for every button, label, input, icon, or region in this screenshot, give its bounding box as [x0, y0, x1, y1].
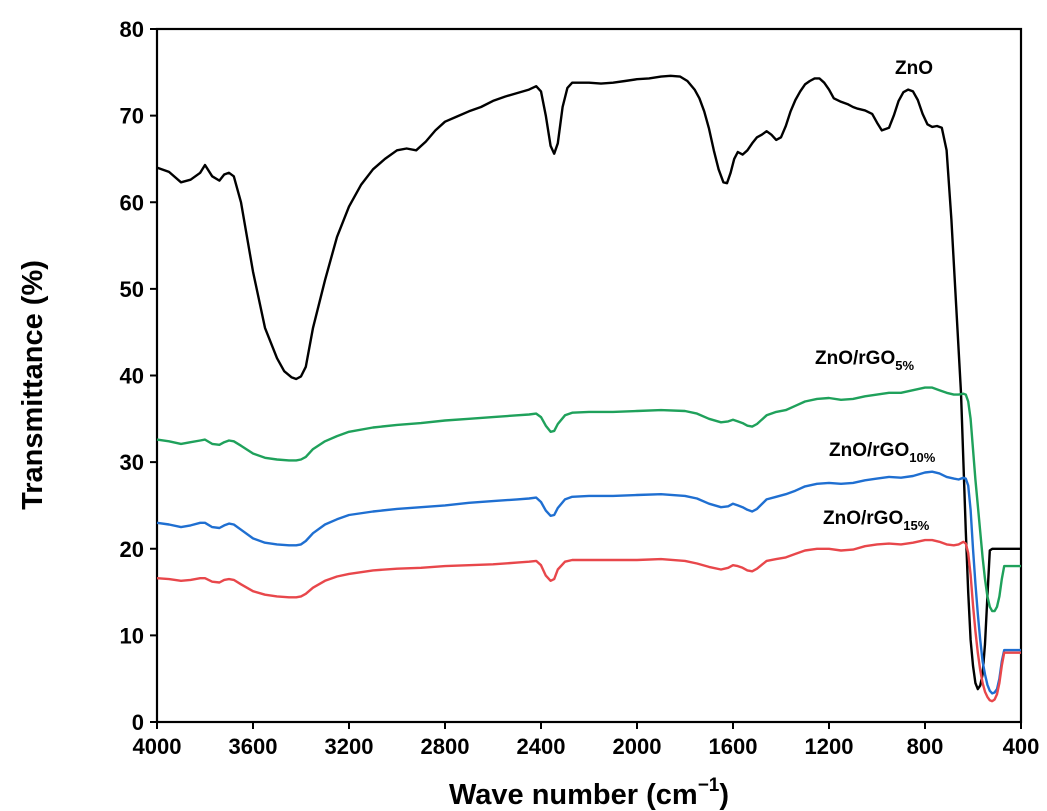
series-label-zno-rgo-5: ZnO/rGO5%: [815, 348, 914, 373]
series-labels: ZnO ZnO/rGO5% ZnO/rGO10% ZnO/rGO15%: [815, 58, 936, 533]
plot-frame: [155, 27, 1023, 724]
x-tick-label: 2400: [517, 734, 566, 759]
y-tick-label: 60: [120, 190, 144, 215]
y-tick-label: 50: [120, 277, 144, 302]
x-tick-label: 4000: [133, 734, 182, 759]
y-tick-label: 20: [120, 537, 144, 562]
x-tick-label: 800: [907, 734, 944, 759]
y-tick-label: 40: [120, 364, 144, 389]
y-tick-label: 70: [120, 104, 144, 129]
x-tick-label: 1600: [709, 734, 758, 759]
x-tick-label: 2000: [613, 734, 662, 759]
x-tick-label: 1200: [805, 734, 854, 759]
series-label-zno: ZnO: [895, 58, 933, 79]
x-tick-label: 400: [1003, 734, 1040, 759]
x-tick-label: 3600: [229, 734, 278, 759]
series-line-3: [156, 538, 1021, 703]
x-tick-label: 2800: [421, 734, 470, 759]
x-axis-ticks: 4000 3600 3200 2800 2400 2000 1600 1200 800 400: [133, 722, 1040, 759]
y-tick-label: 30: [120, 450, 144, 475]
series-line-1: [156, 386, 1021, 613]
y-tick-label: 10: [120, 623, 144, 648]
y-axis-title: Transmittance (%): [17, 260, 49, 510]
series-label-zno-rgo-10: ZnO/rGO10%: [829, 440, 936, 465]
series-line-2: [156, 470, 1021, 695]
series-layer: [156, 74, 1021, 703]
y-tick-label: 0: [132, 710, 144, 735]
y-tick-label: 80: [120, 17, 144, 42]
x-tick-label: 3200: [325, 734, 374, 759]
series-label-zno-rgo-15: ZnO/rGO15%: [823, 508, 930, 533]
plot-area: [155, 27, 1023, 724]
series-line-0: [156, 74, 1021, 691]
x-axis-title: Wave number (cm−1): [449, 775, 729, 811]
y-axis-ticks: 0 10 20 30 40 50 60 70 80: [120, 17, 157, 735]
